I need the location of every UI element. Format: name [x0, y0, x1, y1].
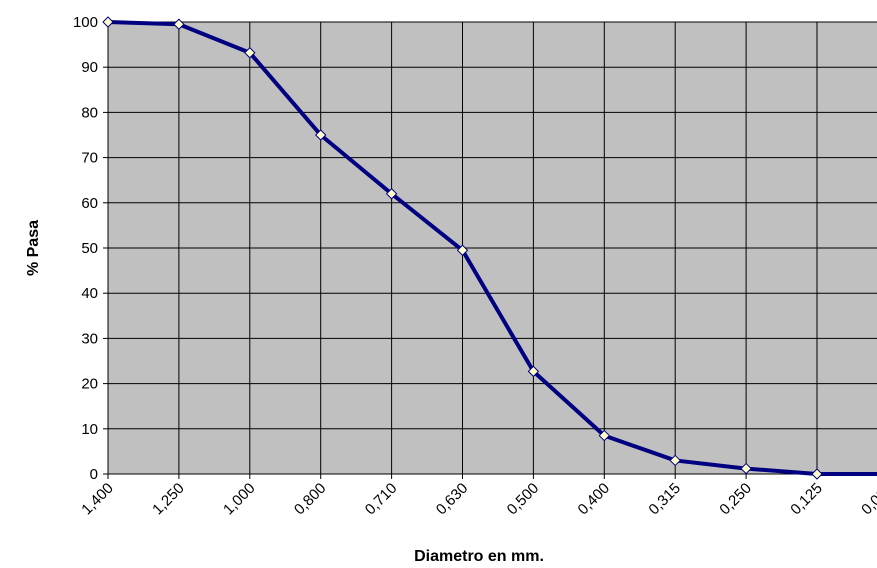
- x-tick-label: 0,125: [787, 480, 826, 519]
- y-axis-title: % Pasa: [25, 220, 42, 276]
- x-tick-label: 0,710: [362, 480, 401, 519]
- data-point-marker: [456, 244, 469, 256]
- x-tick-label: 0,400: [575, 480, 614, 519]
- x-tick-label: 0,630: [433, 480, 472, 519]
- x-axis-title: Diametro en mm.: [414, 548, 544, 565]
- data-point-marker: [385, 188, 398, 200]
- data-point-marker: [102, 16, 114, 28]
- x-tick-label: 0,800: [291, 480, 330, 519]
- y-tick-label: 90: [81, 59, 98, 76]
- x-tick-label: 1,400: [78, 480, 117, 519]
- x-tick-label: 1,250: [149, 480, 188, 519]
- y-tick-labels: 0 10 20 30 40 50 60 70 80 90 100: [73, 14, 98, 483]
- y-tick-label: 70: [81, 150, 98, 167]
- y-tick-label: 30: [81, 330, 98, 347]
- data-point-marker: [244, 47, 256, 59]
- y-tick-label: 100: [73, 14, 98, 31]
- y-tick-label: 10: [81, 421, 98, 438]
- data-point-marker: [527, 365, 540, 378]
- axes: [103, 21, 877, 479]
- y-tick-label: 20: [81, 376, 98, 393]
- data-point-marker: [598, 429, 611, 442]
- x-tick-label: 0,000: [858, 480, 877, 519]
- series-line: [106, 20, 877, 476]
- x-tick-label: 0,250: [716, 480, 755, 519]
- x-tick-label: 0,315: [645, 480, 684, 519]
- data-point-marker: [740, 462, 752, 475]
- gridlines: [108, 21, 877, 475]
- data-point-marker: [314, 129, 327, 141]
- data-point-marker: [173, 18, 185, 30]
- y-tick-label: 80: [81, 104, 98, 121]
- y-tick-label: 50: [81, 240, 98, 257]
- y-tick-label: 40: [81, 285, 98, 302]
- data-point-marker: [811, 468, 823, 480]
- data-point-marker: [669, 454, 681, 467]
- series: [102, 16, 877, 480]
- y-tick-label: 0: [90, 466, 98, 483]
- y-tick-label: 60: [81, 195, 98, 212]
- x-tick-label: 0,500: [504, 480, 543, 519]
- x-tick-labels: 1,400 1,250 1,000 0,800 0,710 0,630 0,500 0,400…: [78, 480, 877, 519]
- x-tick-label: 1,000: [220, 480, 259, 519]
